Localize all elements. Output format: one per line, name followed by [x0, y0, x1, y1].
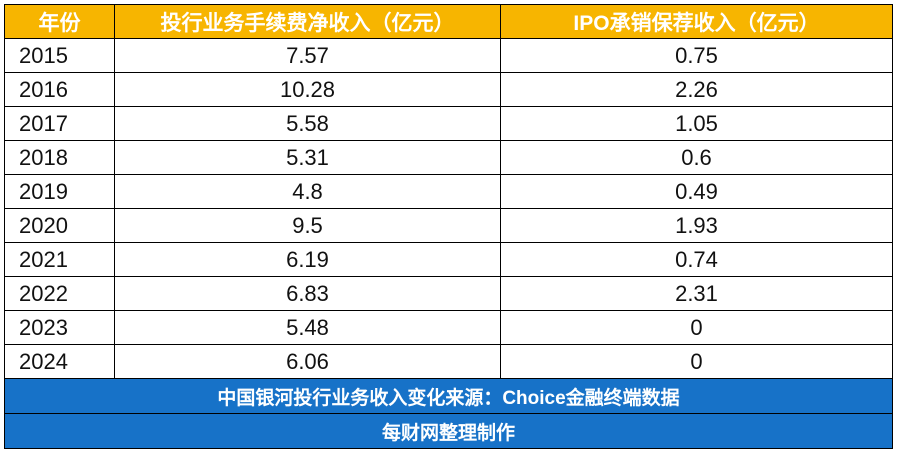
cell-year: 2022	[4, 276, 115, 311]
cell-ipo-underwriting-income: 2.31	[500, 276, 893, 311]
cell-investment-banking-income: 9.5	[114, 208, 501, 243]
cell-investment-banking-income: 7.57	[114, 38, 501, 73]
header-investment-banking-income: 投行业务手续费净收入（亿元）	[114, 4, 501, 39]
cell-investment-banking-income: 10.28	[114, 72, 501, 107]
table-row: 2015 7.57 0.75	[4, 38, 893, 73]
data-table-container: 年份 投行业务手续费净收入（亿元） IPO承销保荐收入（亿元） 2015 7.57…	[4, 4, 893, 449]
table-row: 2018 5.31 0.6	[4, 140, 893, 175]
cell-ipo-underwriting-income: 2.26	[500, 72, 893, 107]
cell-investment-banking-income: 6.06	[114, 344, 501, 379]
cell-year: 2018	[4, 140, 115, 175]
footer-row-credit: 每财网整理制作	[4, 413, 893, 449]
cell-investment-banking-income: 6.19	[114, 242, 501, 277]
cell-year: 2019	[4, 174, 115, 209]
table-row: 2020 9.5 1.93	[4, 208, 893, 243]
cell-ipo-underwriting-income: 1.05	[500, 106, 893, 141]
cell-year: 2024	[4, 344, 115, 379]
table-row: 2019 4.8 0.49	[4, 174, 893, 209]
cell-investment-banking-income: 5.31	[114, 140, 501, 175]
income-table: 年份 投行业务手续费净收入（亿元） IPO承销保荐收入（亿元） 2015 7.57…	[4, 4, 893, 449]
cell-ipo-underwriting-income: 0	[500, 344, 893, 379]
cell-year: 2016	[4, 72, 115, 107]
credit-note: 每财网整理制作	[4, 413, 893, 449]
table-body: 2015 7.57 0.75 2016 10.28 2.26 2017 5.58 1.05 201…	[4, 38, 893, 379]
header-ipo-underwriting-income: IPO承销保荐收入（亿元）	[500, 4, 893, 39]
header-year: 年份	[4, 4, 115, 39]
table-row: 2021 6.19 0.74	[4, 242, 893, 277]
cell-year: 2023	[4, 310, 115, 345]
cell-year: 2017	[4, 106, 115, 141]
cell-year: 2015	[4, 38, 115, 73]
cell-ipo-underwriting-income: 0.6	[500, 140, 893, 175]
cell-investment-banking-income: 4.8	[114, 174, 501, 209]
cell-ipo-underwriting-income: 0.74	[500, 242, 893, 277]
footer-row-source: 中国银河投行业务收入变化来源：Choice金融终端数据	[4, 378, 893, 414]
table-row: 2016 10.28 2.26	[4, 72, 893, 107]
table-row: 2024 6.06 0	[4, 344, 893, 379]
cell-investment-banking-income: 5.58	[114, 106, 501, 141]
table-footer: 中国银河投行业务收入变化来源：Choice金融终端数据 每财网整理制作	[4, 378, 893, 449]
header-row: 年份 投行业务手续费净收入（亿元） IPO承销保荐收入（亿元）	[4, 4, 893, 39]
cell-ipo-underwriting-income: 0.49	[500, 174, 893, 209]
table-row: 2023 5.48 0	[4, 310, 893, 345]
table-row: 2017 5.58 1.05	[4, 106, 893, 141]
cell-ipo-underwriting-income: 1.93	[500, 208, 893, 243]
cell-investment-banking-income: 6.83	[114, 276, 501, 311]
cell-year: 2020	[4, 208, 115, 243]
cell-ipo-underwriting-income: 0.75	[500, 38, 893, 73]
table-row: 2022 6.83 2.31	[4, 276, 893, 311]
cell-ipo-underwriting-income: 0	[500, 310, 893, 345]
cell-year: 2021	[4, 242, 115, 277]
source-note: 中国银河投行业务收入变化来源：Choice金融终端数据	[4, 378, 893, 414]
cell-investment-banking-income: 5.48	[114, 310, 501, 345]
table-header: 年份 投行业务手续费净收入（亿元） IPO承销保荐收入（亿元）	[4, 4, 893, 39]
